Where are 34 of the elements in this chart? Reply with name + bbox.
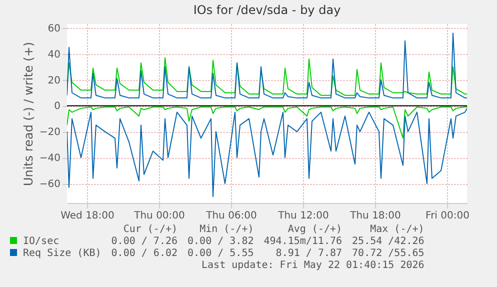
text: 8.91 / 7.87 <box>274 248 344 260</box>
x-tick-label: Wed 18:00 <box>60 210 114 222</box>
text: Last update: Fri May 22 01:40:15 2026 <box>200 260 426 272</box>
text: Max (-/+) <box>369 224 426 236</box>
x-tick-label: Thu 12:00 <box>277 210 329 222</box>
x-tick-label: Thu 18:00 <box>349 210 401 222</box>
text: 25.54 /42.26 <box>352 236 426 248</box>
legend-label: IO/sec <box>22 236 60 248</box>
text: 0.00 / 5.55 <box>188 248 255 260</box>
y-tick-label: −20 <box>39 127 60 138</box>
chart-title: IOs for /dev/sda - by day <box>193 2 341 17</box>
text: Avg (-/+) <box>286 224 344 236</box>
text: 70.72 /55.65 <box>352 248 426 260</box>
text: Min (-/+) <box>198 224 255 236</box>
text: 494.15m/11.76 <box>264 236 344 248</box>
x-tick-label: Thu 06:00 <box>205 210 257 222</box>
y-tick-label: −40 <box>39 153 60 164</box>
y-axis-title: Units read (-) / write (+) <box>21 42 36 186</box>
x-tick-label: Thu 00:00 <box>133 210 185 222</box>
line-series <box>67 106 467 139</box>
line-series <box>67 57 467 96</box>
text: Cur (-/+) <box>122 224 179 236</box>
y-tick-label: 60 <box>48 23 60 34</box>
y-tick-label: −60 <box>39 179 60 190</box>
line-series <box>67 108 467 198</box>
y-tick-label: 40 <box>48 49 60 60</box>
x-tick-label: Fri 00:00 <box>426 210 470 222</box>
text: 0.00 / 3.82 <box>188 236 255 248</box>
line-series <box>67 32 467 98</box>
legend-label: Req Size (KB) <box>22 248 102 260</box>
y-tick-label: 0 <box>54 101 60 112</box>
text: 0.00 / 6.02 <box>111 248 179 260</box>
text: 0.00 / 7.26 <box>111 236 179 248</box>
y-tick-label: 20 <box>48 75 60 86</box>
